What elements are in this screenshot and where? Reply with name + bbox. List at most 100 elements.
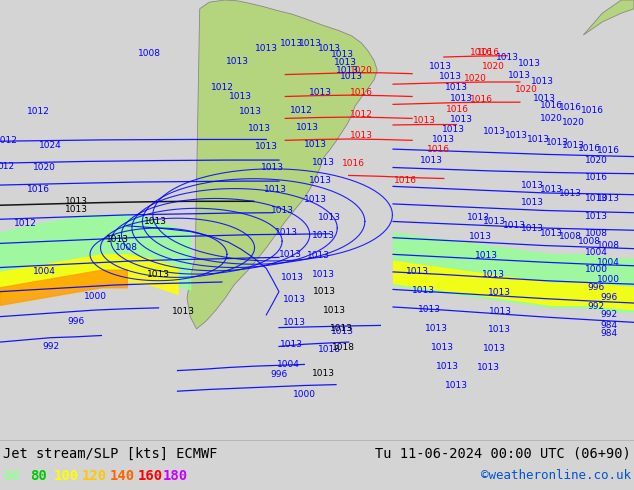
Text: 1013: 1013: [521, 198, 544, 207]
Text: 1013: 1013: [439, 72, 462, 81]
Text: 1016: 1016: [350, 88, 373, 97]
Text: 160: 160: [138, 469, 163, 483]
Text: 1013: 1013: [540, 229, 563, 238]
Text: 1013: 1013: [412, 286, 435, 295]
Text: 1016: 1016: [578, 144, 601, 153]
Text: 996: 996: [67, 317, 85, 325]
Text: 1013: 1013: [312, 231, 335, 241]
Text: 1013: 1013: [559, 189, 582, 198]
Text: 1016: 1016: [597, 147, 620, 155]
Text: 1004: 1004: [33, 268, 56, 276]
Text: 1013: 1013: [249, 123, 271, 133]
Text: 120: 120: [82, 469, 107, 483]
Text: 1013: 1013: [521, 224, 544, 233]
Polygon shape: [583, 0, 634, 35]
Text: 1013: 1013: [432, 135, 455, 144]
Text: 992: 992: [587, 302, 605, 311]
Text: 1013: 1013: [436, 362, 458, 371]
Text: 1012: 1012: [27, 107, 49, 116]
Text: 1004: 1004: [585, 247, 607, 257]
Text: 1013: 1013: [350, 131, 373, 141]
Text: 1020: 1020: [515, 85, 538, 95]
Text: 1013: 1013: [239, 107, 262, 116]
Text: 1013: 1013: [521, 181, 544, 190]
Text: 1013: 1013: [420, 155, 443, 165]
Text: 992: 992: [600, 310, 618, 319]
Text: 1013: 1013: [106, 235, 129, 244]
Text: 1013: 1013: [483, 344, 506, 353]
Text: 1013: 1013: [585, 212, 607, 220]
Text: 1013: 1013: [280, 340, 303, 349]
Text: 1013: 1013: [425, 323, 448, 333]
Text: 1020: 1020: [33, 163, 56, 172]
Text: 1013: 1013: [261, 163, 284, 172]
Text: 1013: 1013: [275, 228, 298, 237]
Text: 140: 140: [110, 469, 135, 483]
Text: 992: 992: [42, 342, 60, 351]
Text: 80: 80: [30, 469, 47, 483]
Text: 1013: 1013: [496, 52, 519, 62]
Text: 1020: 1020: [482, 62, 505, 71]
Text: 1013: 1013: [307, 251, 330, 260]
Text: 1013: 1013: [255, 143, 278, 151]
Text: 1018: 1018: [332, 343, 355, 352]
Text: 1016: 1016: [446, 105, 469, 114]
Text: 1008: 1008: [115, 243, 138, 252]
Text: 1020: 1020: [464, 74, 487, 83]
Text: 996: 996: [600, 293, 618, 302]
Text: 180: 180: [163, 469, 188, 483]
Text: 1013: 1013: [597, 194, 620, 203]
Text: 1013: 1013: [518, 59, 541, 68]
Text: 1013: 1013: [477, 363, 500, 372]
Text: 1013: 1013: [147, 270, 170, 279]
Text: 1013: 1013: [226, 57, 249, 66]
Text: ©weatheronline.co.uk: ©weatheronline.co.uk: [481, 469, 631, 482]
Text: 1013: 1013: [309, 88, 332, 97]
Text: 996: 996: [587, 283, 605, 292]
Text: 1013: 1013: [65, 197, 87, 206]
Text: 1012: 1012: [290, 106, 313, 115]
Text: 1013: 1013: [483, 127, 506, 136]
Text: 1013: 1013: [450, 115, 473, 124]
Polygon shape: [187, 0, 377, 329]
Text: 1016: 1016: [342, 159, 365, 168]
Text: 1020: 1020: [350, 66, 373, 74]
Text: 1013: 1013: [469, 232, 492, 241]
Text: 1013: 1013: [429, 62, 452, 71]
Text: 1013: 1013: [585, 194, 607, 203]
Text: 1016: 1016: [581, 106, 604, 115]
Text: 1013: 1013: [230, 92, 252, 101]
Text: 1016: 1016: [585, 172, 607, 182]
Text: 1013: 1013: [323, 306, 346, 315]
Text: 1013: 1013: [280, 39, 303, 49]
Text: 1008: 1008: [597, 241, 620, 250]
Text: 012: 012: [0, 162, 15, 171]
Text: 1016: 1016: [540, 101, 563, 110]
Text: 1000: 1000: [293, 390, 316, 399]
Text: 1013: 1013: [531, 76, 553, 86]
Text: 1013: 1013: [309, 176, 332, 185]
Text: 1008: 1008: [585, 229, 607, 238]
Text: 1013: 1013: [533, 94, 555, 103]
Text: 1000: 1000: [585, 265, 607, 274]
Text: 1013: 1013: [279, 250, 302, 259]
Text: 1013: 1013: [331, 50, 354, 59]
Text: 1004: 1004: [597, 258, 620, 267]
Text: 1020: 1020: [562, 118, 585, 127]
Text: 1004: 1004: [277, 360, 300, 369]
Text: 1020: 1020: [585, 155, 607, 165]
Text: 1013: 1013: [264, 185, 287, 194]
Text: 1013: 1013: [144, 217, 167, 226]
Text: 1013: 1013: [450, 94, 473, 103]
Text: 100: 100: [54, 469, 79, 483]
Text: Tu 11-06-2024 00:00 UTC (06+90): Tu 11-06-2024 00:00 UTC (06+90): [375, 447, 631, 461]
Text: 1008: 1008: [138, 49, 160, 58]
Text: 1013: 1013: [334, 58, 357, 67]
Text: 1012: 1012: [14, 219, 37, 228]
Text: 1013: 1013: [65, 205, 87, 214]
Text: 1013: 1013: [489, 307, 512, 316]
Text: 1016: 1016: [470, 48, 493, 57]
Text: 1000: 1000: [84, 292, 107, 300]
Text: 1013: 1013: [340, 72, 363, 81]
Text: 1013: 1013: [467, 213, 490, 221]
